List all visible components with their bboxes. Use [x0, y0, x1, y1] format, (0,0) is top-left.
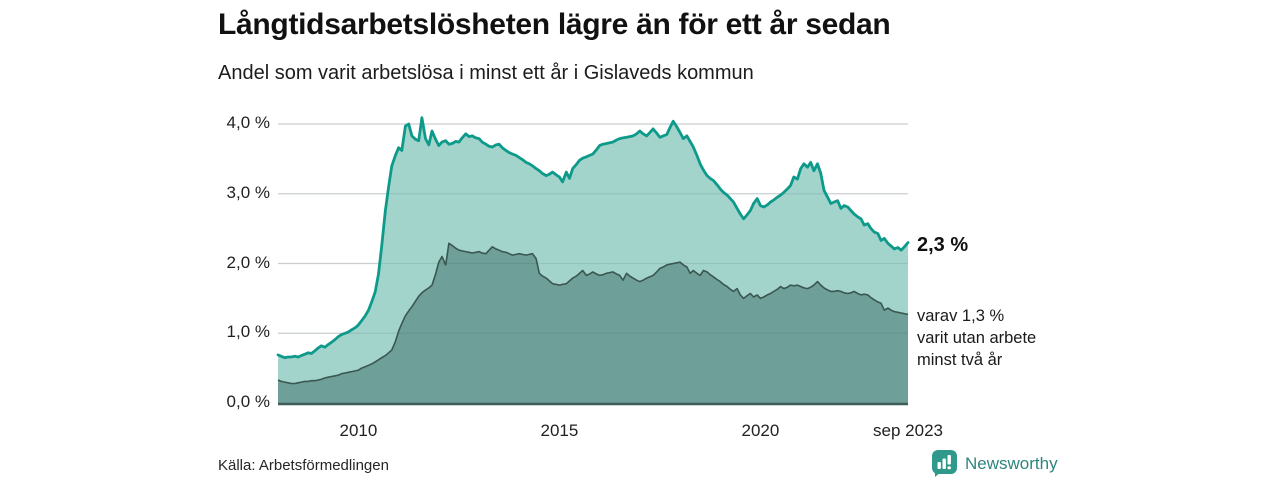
- two-year-note: varav 1,3 % varit utan arbete minst två …: [917, 306, 1077, 372]
- page-title: Långtidsarbetslösheten lägre än för ett …: [218, 8, 891, 41]
- two-year-note-line-3: minst två år: [917, 350, 1003, 369]
- y-tick-label: 3,0 %: [226, 182, 270, 202]
- newsworthy-logo-icon: [932, 450, 957, 477]
- two-year-note-line-1: varav 1,3 %: [917, 307, 1005, 325]
- newsworthy-brand: Newsworthy: [931, 449, 1058, 478]
- x-tick-label: 2010: [339, 421, 378, 440]
- y-tick-label: 1,0 %: [226, 322, 270, 342]
- latest-value-label: 2,3 %: [917, 234, 969, 256]
- series-total-line: [276, 116, 910, 360]
- x-tick-label: 2020: [741, 421, 780, 440]
- x-tick-label: sep 2023: [873, 421, 943, 440]
- x-tick-label: 2015: [540, 421, 579, 440]
- two-year-note-line-2: varit utan arbete: [917, 328, 1037, 347]
- newsworthy-brand-text: Newsworthy: [965, 453, 1058, 473]
- series-two-years-area: [278, 243, 908, 403]
- y-tick-label: 2,0 %: [226, 252, 270, 272]
- chart-subtitle: Andel som varit arbetslösa i minst ett å…: [218, 62, 754, 84]
- y-tick-label: 4,0 %: [226, 113, 270, 132]
- y-tick-label: 0,0 %: [226, 392, 270, 411]
- source-credit: Källa: Arbetsförmedlingen: [218, 457, 389, 474]
- series-two-years-line: [277, 242, 909, 385]
